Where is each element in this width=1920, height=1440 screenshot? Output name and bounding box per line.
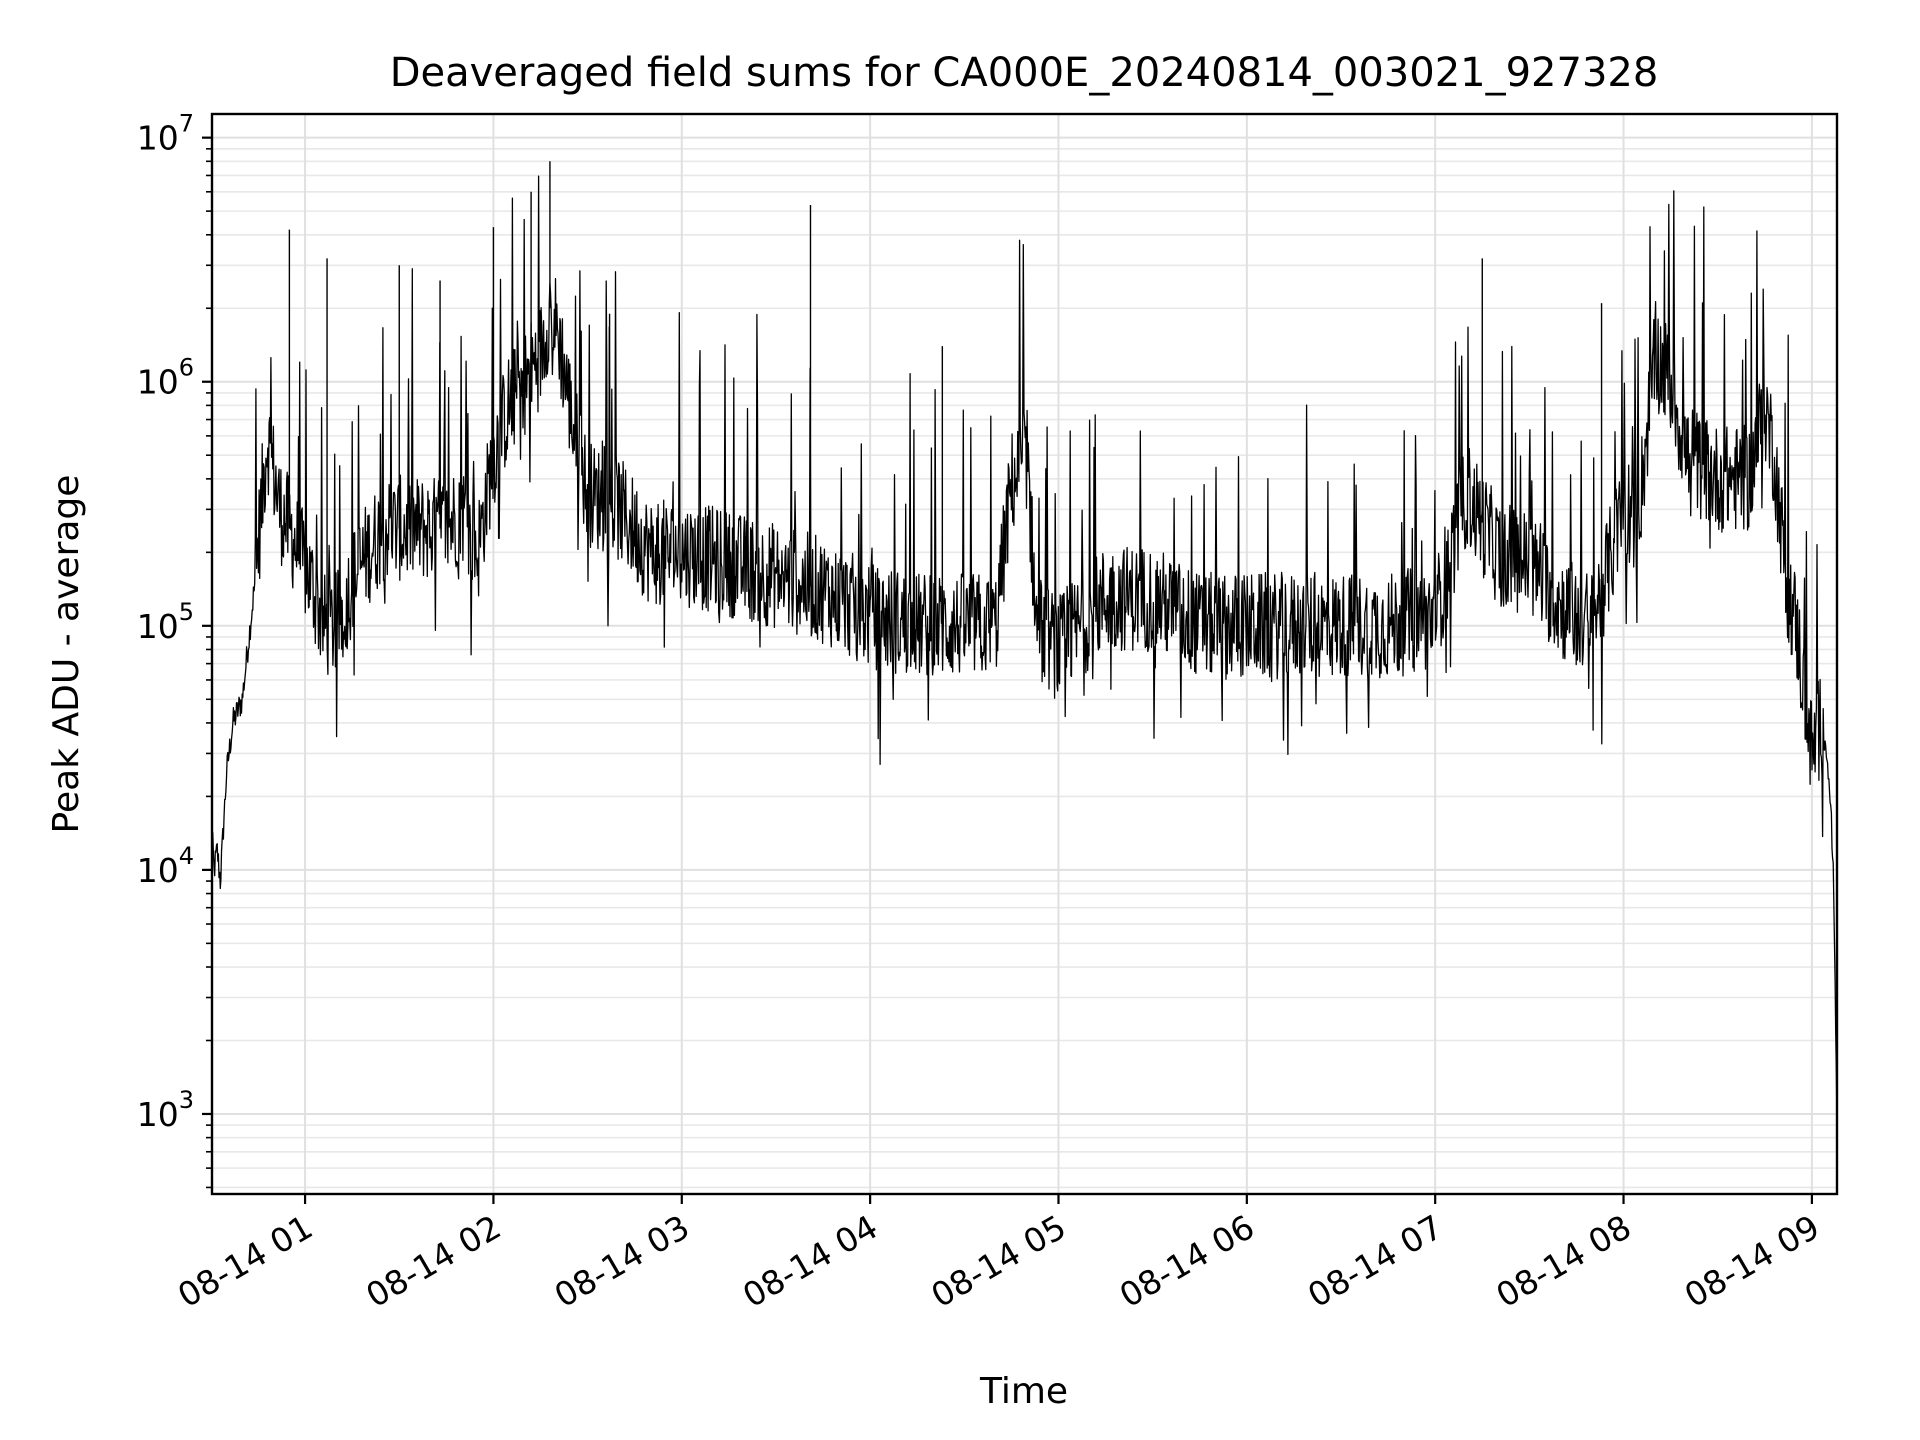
y-tick-label-exponent: 5 bbox=[179, 598, 194, 626]
y-axis-label: Peak ADU - average bbox=[46, 475, 87, 834]
y-tick-label-base: 10 bbox=[137, 607, 179, 646]
y-tick-label: 103 bbox=[137, 1086, 194, 1134]
y-tick-label-exponent: 4 bbox=[179, 842, 194, 870]
y-tick-label-base: 10 bbox=[137, 851, 179, 890]
y-tick-label: 105 bbox=[137, 598, 194, 646]
y-tick-label: 106 bbox=[137, 354, 194, 402]
grid-layer bbox=[212, 114, 1837, 1194]
series-line bbox=[212, 175, 1837, 1125]
y-tick-label-base: 10 bbox=[137, 1095, 179, 1134]
y-tick-label-exponent: 3 bbox=[179, 1086, 194, 1114]
y-tick-label: 107 bbox=[137, 110, 194, 158]
y-tick-label-exponent: 6 bbox=[179, 354, 194, 382]
y-tick-label-exponent: 7 bbox=[179, 110, 194, 138]
x-axis-label: Time bbox=[979, 1371, 1068, 1412]
chart-title: Deaveraged field sums for CA000E_2024081… bbox=[390, 50, 1659, 96]
plot-frame bbox=[210, 112, 1839, 1196]
y-tick-label-base: 10 bbox=[137, 363, 179, 402]
y-tick-label-base: 10 bbox=[137, 119, 179, 158]
y-tick-label: 104 bbox=[137, 842, 194, 890]
series-layer bbox=[212, 161, 1837, 1125]
